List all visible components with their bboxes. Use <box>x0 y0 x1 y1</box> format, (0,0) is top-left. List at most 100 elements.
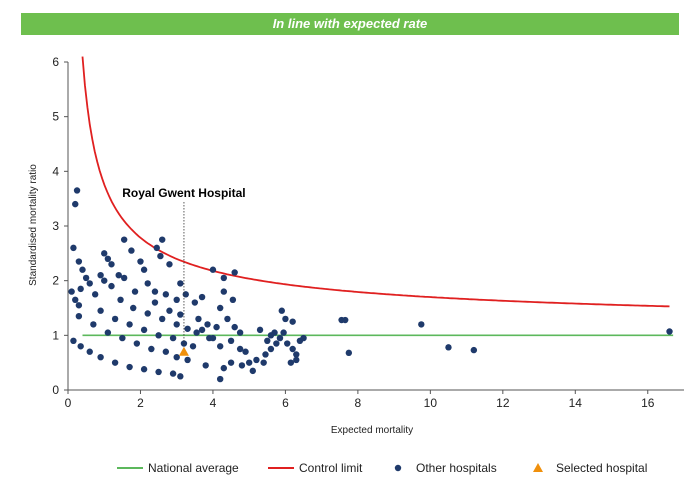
other-hospital-point <box>345 349 353 357</box>
x-axis-label: Expected mortality <box>331 425 413 436</box>
data-points <box>68 187 673 383</box>
other-hospital-point <box>202 362 209 369</box>
other-hospital-point <box>193 329 200 336</box>
x-tick-label: 6 <box>282 396 289 410</box>
other-hospital-point <box>177 311 184 318</box>
other-hospital-point <box>220 364 228 372</box>
status-banner: In line with expected rate <box>21 13 679 35</box>
x-tick-label: 2 <box>137 396 144 410</box>
other-hospital-point <box>82 274 90 282</box>
x-tick-label: 16 <box>641 396 655 410</box>
other-hospital-point <box>198 293 206 301</box>
other-hospital-point <box>155 368 162 376</box>
legend: National average Control limit Other hos… <box>117 461 647 475</box>
other-hospital-point <box>140 326 148 334</box>
x-tick-label: 4 <box>210 396 217 410</box>
other-hospital-point <box>280 329 287 336</box>
other-hospital-point <box>97 272 104 279</box>
other-hospital-point <box>418 321 425 328</box>
other-hospital-point <box>191 299 199 306</box>
other-hospital-point <box>126 321 133 328</box>
other-hospital-point <box>189 343 197 350</box>
control-limit-curve <box>81 56 670 308</box>
other-hospital-point <box>220 274 228 282</box>
other-hospital-point <box>97 354 104 361</box>
other-hospital-point <box>70 337 77 344</box>
other-hospital-point <box>289 318 296 325</box>
other-hospital-point <box>117 296 124 303</box>
other-hospital-point <box>91 291 99 298</box>
other-hospital-point <box>77 285 84 293</box>
other-hospital-point <box>267 332 275 339</box>
other-hospital-point <box>227 337 235 344</box>
other-hospital-point <box>184 356 191 364</box>
x-tick-label: 14 <box>569 396 583 410</box>
other-hospital-point <box>104 255 112 262</box>
other-hospital-point <box>130 304 137 312</box>
other-hospital-point <box>75 313 83 320</box>
other-hospital-point <box>157 252 164 260</box>
other-hospital-point <box>267 345 275 353</box>
other-hospital-point <box>137 258 144 265</box>
chart-lines <box>81 56 674 337</box>
y-tick-label: 6 <box>52 55 59 69</box>
other-hospital-point <box>177 373 184 380</box>
other-hospital-point <box>182 291 189 298</box>
other-hospital-point <box>151 288 159 295</box>
other-hospital-point <box>236 345 244 353</box>
other-hospital-point <box>242 348 249 355</box>
y-tick-label: 2 <box>52 274 59 288</box>
other-hospital-point <box>77 343 84 350</box>
other-hospital-point <box>445 344 452 351</box>
other-hospital-point <box>342 316 349 324</box>
other-hospital-point <box>128 247 135 254</box>
legend-label-national-average: National average <box>148 461 239 475</box>
other-hospital-point <box>231 323 238 331</box>
selected-hospital-point <box>178 346 189 356</box>
other-hospital-point <box>75 302 83 309</box>
other-hospital-point <box>293 351 300 358</box>
other-hospital-point <box>198 326 206 334</box>
other-hospital-point <box>287 359 295 366</box>
other-hospital-point <box>126 363 133 371</box>
legend-label-other-hospitals: Other hospitals <box>416 461 497 475</box>
y-tick-label: 1 <box>52 328 59 342</box>
other-hospital-point <box>229 296 237 303</box>
other-hospital-point <box>169 370 177 377</box>
other-hospital-point <box>162 291 170 298</box>
other-hospital-point <box>184 325 191 332</box>
other-hospital-point <box>79 266 86 273</box>
other-hospital-point <box>227 359 235 366</box>
y-tick-label: 0 <box>52 383 59 397</box>
other-hospital-point <box>86 280 93 287</box>
other-hospital-point <box>148 345 155 353</box>
legend-swatch-other-hospitals <box>394 464 402 472</box>
other-hospital-point <box>264 337 271 344</box>
other-hospital-point <box>216 343 224 350</box>
other-hospital-point <box>260 359 267 366</box>
other-hospital-point <box>70 244 77 252</box>
other-hospital-point <box>173 321 180 328</box>
other-hospital-point <box>68 288 75 295</box>
other-hospital-point <box>300 334 307 342</box>
other-hospital-point <box>133 340 141 347</box>
other-hospital-point <box>97 307 104 314</box>
annotation: Royal Gwent Hospital <box>122 186 246 346</box>
other-hospital-point <box>470 346 478 354</box>
other-hospital-point <box>72 200 79 208</box>
other-hospital-point <box>72 296 79 303</box>
other-hospital-point <box>86 348 93 355</box>
other-hospital-point <box>282 315 289 323</box>
other-hospital-point <box>256 326 264 334</box>
other-hospital-point <box>90 321 97 328</box>
other-hospital-point <box>253 356 260 364</box>
other-hospital-point <box>245 359 253 366</box>
other-hospital-point <box>169 334 177 342</box>
other-hospital-point <box>173 354 180 361</box>
other-hospital-point <box>209 266 217 273</box>
other-hospital-point <box>278 307 285 314</box>
other-hospital-point <box>155 332 162 339</box>
other-hospital-point <box>73 187 81 194</box>
